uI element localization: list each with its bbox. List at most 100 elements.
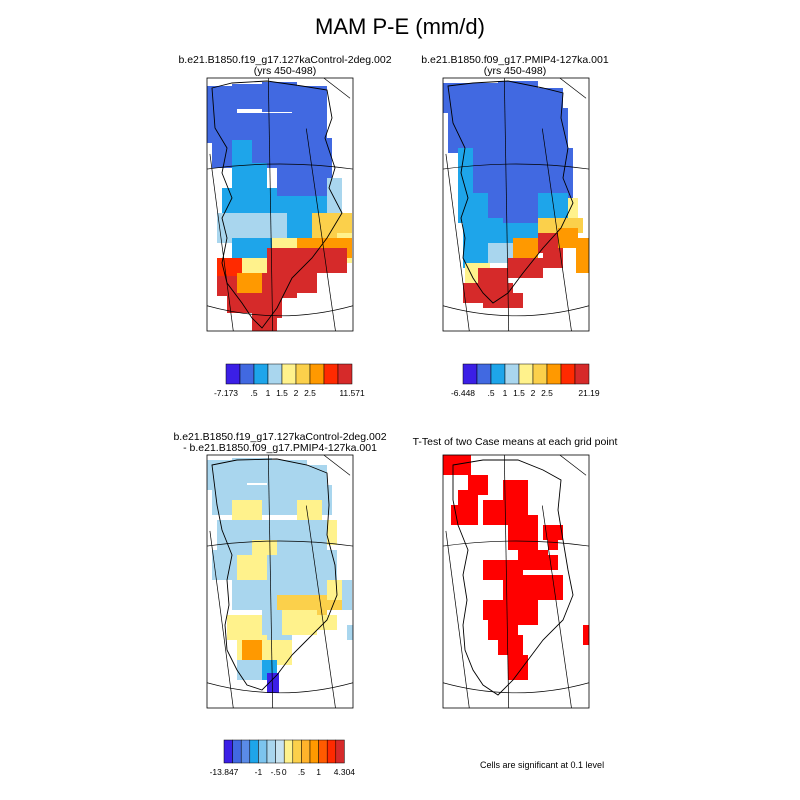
grid-cell xyxy=(548,540,558,550)
colorbar-box xyxy=(240,739,251,764)
longitude-line xyxy=(445,530,470,708)
panel-title-line-2: - b.e21.B1850.f09_g17.PMIP4-127ka.001 xyxy=(183,442,377,454)
panel-title-ttest: T-Test of two Case means at each grid po… xyxy=(365,437,665,448)
coastline xyxy=(447,80,574,304)
grid-cell xyxy=(317,615,337,630)
grid-cell xyxy=(518,550,548,570)
colorbar-box xyxy=(546,363,562,385)
longitude-line xyxy=(559,78,587,99)
grid-cell xyxy=(237,660,262,680)
map-panel-difference xyxy=(206,454,354,709)
grid-cell xyxy=(443,83,463,113)
grid-cell xyxy=(583,625,589,645)
grid-cell xyxy=(282,610,317,635)
grid-cell xyxy=(508,515,538,550)
colorbar-box xyxy=(267,363,283,385)
latitude-line xyxy=(443,682,589,694)
colorbar-tick-label: .5 xyxy=(250,388,257,398)
grid-cell xyxy=(538,585,558,600)
colorbar-tick-label: 0 xyxy=(282,767,287,777)
grid-cell xyxy=(292,86,327,116)
colorbar-tick-label: 1 xyxy=(316,767,321,777)
map-panel-ttest xyxy=(442,454,590,709)
colorbar-box xyxy=(225,363,241,385)
colorbar-tick-label: .5 xyxy=(487,388,494,398)
grid-cell xyxy=(458,148,473,198)
colorbar-tick-label: 2 xyxy=(531,388,536,398)
colorbar-box xyxy=(532,363,548,385)
map-frame xyxy=(206,77,354,332)
latitude-line xyxy=(207,540,353,547)
colorbar-box xyxy=(258,739,268,764)
grid-cell xyxy=(443,455,471,475)
grid-cell xyxy=(576,238,589,273)
colorbar-pmip4: -6.448 .5 1 1.5 2 2.5 21.19 xyxy=(451,363,600,398)
longitude-line xyxy=(305,128,336,331)
longitude-line xyxy=(323,78,351,99)
colorbar-box xyxy=(335,739,345,764)
colorbar-box xyxy=(337,363,353,385)
colorbar-box xyxy=(249,739,259,764)
grid-cell xyxy=(317,248,347,273)
colorbar-box xyxy=(560,363,576,385)
grid-cell xyxy=(543,525,563,540)
map-frame xyxy=(442,454,590,709)
colorbar-box xyxy=(318,739,328,764)
colorbar-box xyxy=(504,363,520,385)
map-panel-pmip4 xyxy=(442,77,590,332)
grid-cell xyxy=(508,258,543,278)
colorbar-box xyxy=(301,739,311,764)
colorbar-box xyxy=(266,739,276,764)
longitude-line xyxy=(305,505,336,708)
colorbar-tick-label: 2 xyxy=(294,388,299,398)
grid-cell xyxy=(232,458,272,483)
grid-cell xyxy=(478,268,508,283)
colorbar-box xyxy=(323,363,339,385)
colorbar-tick-label: 21.19 xyxy=(578,388,600,398)
panel-title-difference: b.e21.B1850.f19_g17.127kaControl-2deg.00… xyxy=(130,432,430,454)
grid-cell xyxy=(568,198,578,218)
colorbar-box xyxy=(518,363,534,385)
colorbar-box xyxy=(275,739,285,764)
coastline xyxy=(211,458,338,691)
significance-note: Cells are significant at 0.1 level xyxy=(480,760,605,770)
colorbar-tick-label: -7.173 xyxy=(214,388,238,398)
colorbar-tick-label: 1 xyxy=(503,388,508,398)
grid-cell xyxy=(538,193,568,218)
grid-cell xyxy=(267,673,279,693)
colorbar-difference: -13.847 -1 -.5 0 .5 1 4.304 xyxy=(210,739,356,777)
panel-title-line-1: b.e21.B1850.f19_g17.127kaControl-2deg.00… xyxy=(173,431,387,443)
colorbar-tick-label: 4.304 xyxy=(334,767,356,777)
colorbar-box xyxy=(253,363,269,385)
panel-title-pmip4: b.e21.B1850.f09_g17.PMIP4-127ka.001 (yrs… xyxy=(365,55,665,77)
coastline xyxy=(211,80,343,329)
grid-cell xyxy=(212,138,332,168)
coastline xyxy=(452,459,574,696)
longitude-line xyxy=(267,78,274,331)
colorbar-box xyxy=(283,739,294,764)
colorbar-tick-label: -13.847 xyxy=(210,767,239,777)
latitude-line xyxy=(207,682,353,694)
colorbar-tick-label: 1 xyxy=(266,388,271,398)
latitude-line xyxy=(207,163,353,170)
colorbar-tick-label: 2.5 xyxy=(541,388,553,398)
colorbar-box xyxy=(326,739,337,764)
panel-title-line-2: (yrs 450-498) xyxy=(253,65,317,77)
latitude-line xyxy=(443,163,589,170)
page-title: MAM P-E (mm/d) xyxy=(315,14,485,39)
colorbar-box xyxy=(574,363,590,385)
longitude-line xyxy=(323,455,351,476)
map-frame xyxy=(206,454,354,709)
longitude-line xyxy=(503,78,510,331)
grid-cell xyxy=(232,140,252,165)
panel-title-line-1: b.e21.B1850.f09_g17.PMIP4-127ka.001 xyxy=(421,54,609,66)
panel-title-line-1: T-Test of two Case means at each grid po… xyxy=(412,436,618,448)
colorbar-box xyxy=(295,363,311,385)
colorbar-box xyxy=(476,363,492,385)
colorbar-box xyxy=(281,363,297,385)
map-panel-control xyxy=(206,77,354,332)
map-frame xyxy=(442,77,590,332)
colorbar-tick-label: 1.5 xyxy=(513,388,525,398)
panel-title-line-1: b.e21.B1850.f19_g17.127kaControl-2deg.00… xyxy=(178,54,392,66)
grid-cell xyxy=(347,625,353,640)
